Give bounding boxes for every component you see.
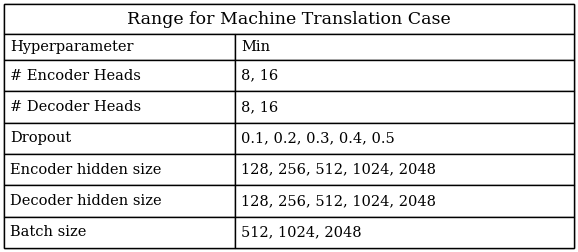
Text: 8, 16: 8, 16 [241,69,278,83]
Text: Batch size: Batch size [10,225,86,239]
Bar [4,4,574,34]
Text: Decoder hidden size: Decoder hidden size [10,194,162,208]
Bar [235,185,574,217]
Bar [235,123,574,154]
Bar [4,185,235,217]
Text: 128, 256, 512, 1024, 2048: 128, 256, 512, 1024, 2048 [241,194,436,208]
Text: Dropout: Dropout [10,131,71,145]
Bar [4,34,235,60]
Bar [235,60,574,91]
Text: 8, 16: 8, 16 [241,100,278,114]
Bar [235,34,574,60]
Text: Range for Machine Translation Case: Range for Machine Translation Case [127,11,451,27]
Bar [4,217,235,248]
Bar [4,60,235,91]
Bar [4,123,235,154]
Text: 128, 256, 512, 1024, 2048: 128, 256, 512, 1024, 2048 [241,163,436,177]
Bar [235,154,574,185]
Bar [235,217,574,248]
Text: # Encoder Heads: # Encoder Heads [10,69,141,83]
Bar [4,154,235,185]
Bar [235,91,574,123]
Bar [4,91,235,123]
Text: Min: Min [241,40,270,54]
Text: 0.1, 0.2, 0.3, 0.4, 0.5: 0.1, 0.2, 0.3, 0.4, 0.5 [241,131,395,145]
Text: # Decoder Heads: # Decoder Heads [10,100,141,114]
Text: 512, 1024, 2048: 512, 1024, 2048 [241,225,361,239]
Text: Encoder hidden size: Encoder hidden size [10,163,161,177]
Text: Hyperparameter: Hyperparameter [10,40,134,54]
